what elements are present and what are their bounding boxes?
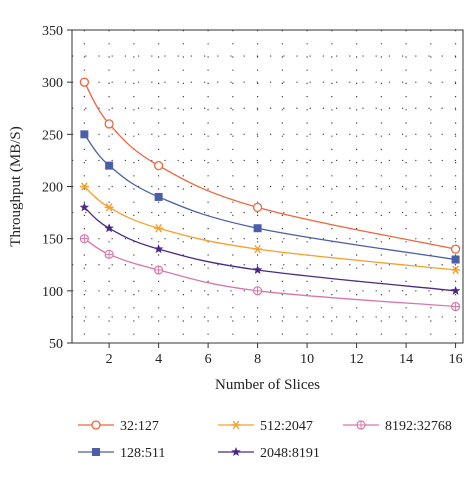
y-axis-ticks: 50 100 150 200 250 300 350 (42, 24, 72, 352)
data-point (253, 286, 263, 296)
series-2048-8191 (79, 202, 461, 295)
data-point (253, 244, 263, 254)
x-axis-title: Number of Slices (215, 377, 320, 393)
data-point (104, 223, 114, 233)
data-point (154, 224, 164, 233)
legend-marker (356, 420, 366, 430)
data-point (450, 285, 461, 295)
legend-marker (92, 448, 100, 456)
series-line (84, 238, 456, 308)
x-tick-label: 6 (205, 352, 212, 367)
data-point (154, 192, 163, 201)
data-point (104, 119, 114, 129)
y-tick-label: 250 (42, 128, 63, 143)
data-point (252, 202, 263, 213)
x-tick-label: 14 (399, 352, 413, 367)
data-point (79, 77, 90, 87)
data-point (451, 255, 460, 264)
series-group (79, 77, 461, 312)
x-tick-label: 12 (350, 352, 364, 367)
series-line (83, 206, 456, 292)
y-tick-label: 350 (42, 24, 63, 39)
data-point (80, 130, 89, 139)
series-128-511 (80, 130, 460, 264)
x-tick-label: 8 (254, 352, 261, 367)
legend-label: 128:511 (120, 446, 165, 461)
data-point (450, 244, 461, 254)
series-512-2047 (79, 182, 461, 275)
data-point (105, 161, 114, 170)
data-point (252, 264, 263, 275)
legend-item: 2048:8191 (218, 446, 320, 461)
x-tick-label: 10 (300, 352, 314, 367)
data-point (154, 265, 164, 275)
legend-marker (231, 447, 241, 457)
legend-marker (91, 420, 101, 430)
x-axis-ticks: 2 4 6 8 10 12 14 16 (106, 343, 463, 367)
data-point (79, 234, 89, 244)
data-point (153, 244, 164, 254)
data-point (104, 249, 114, 259)
legend-marker (231, 420, 241, 430)
data-point (79, 202, 90, 212)
series-line (83, 186, 456, 271)
legend: 32:127 128:511 512:2047 2048:8191 8192:32768 (78, 419, 452, 461)
legend-label: 512:2047 (260, 419, 313, 434)
legend-item: 8192:32768 (343, 419, 452, 434)
series-8192-32768 (79, 234, 461, 312)
legend-item: 32:127 (78, 419, 159, 434)
legend-item: 128:511 (78, 446, 165, 461)
legend-label: 32:127 (120, 419, 159, 434)
legend-item: 512:2047 (218, 419, 313, 434)
y-tick-label: 50 (49, 337, 63, 352)
x-tick-label: 4 (155, 352, 162, 367)
legend-label: 8192:32768 (385, 419, 452, 434)
plot-frame (71, 29, 464, 344)
series-32-127 (79, 77, 461, 254)
data-point (104, 203, 114, 212)
y-axis-title: Throughput (MB/S) (8, 126, 24, 246)
data-point (253, 224, 262, 233)
legend-label: 2048:8191 (260, 446, 320, 461)
y-tick-label: 300 (42, 76, 63, 91)
x-tick-label: 2 (106, 352, 113, 367)
data-point (153, 160, 164, 171)
y-tick-label: 200 (42, 181, 63, 196)
grid (72, 30, 463, 343)
y-tick-label: 100 (42, 285, 63, 300)
series-line (83, 81, 456, 250)
data-point (450, 301, 461, 312)
y-tick-label: 150 (42, 233, 63, 248)
data-point (79, 182, 89, 191)
data-point (451, 265, 461, 275)
x-tick-label: 16 (449, 352, 463, 367)
